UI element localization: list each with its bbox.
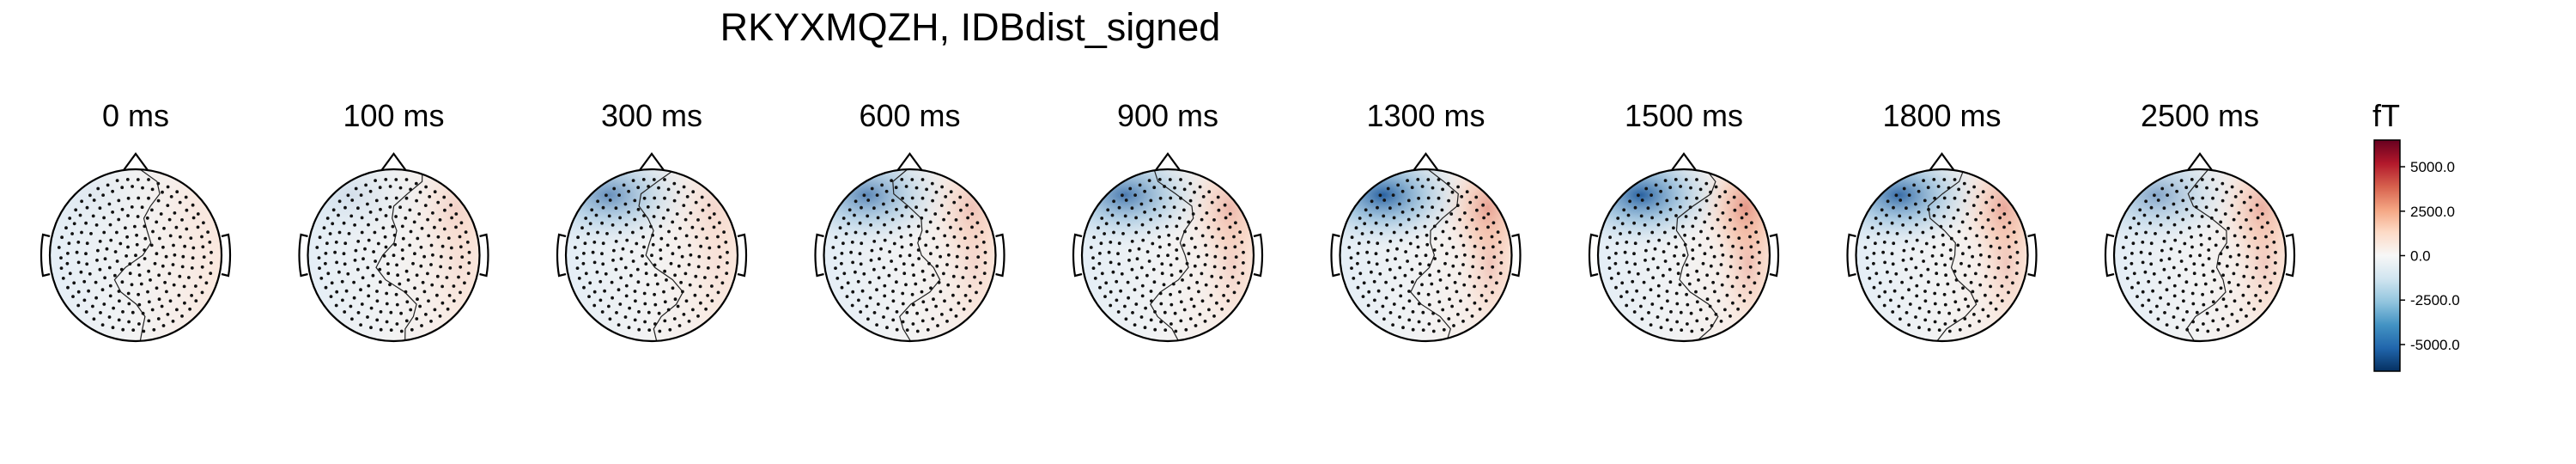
left-ear xyxy=(1072,233,1083,278)
time-label: 2500 ms xyxy=(2141,98,2259,133)
time-label: 300 ms xyxy=(601,98,702,133)
negative-field xyxy=(2114,169,2247,251)
nose xyxy=(1929,152,1955,171)
right-ear xyxy=(221,233,232,278)
topomap-8: 2500 ms xyxy=(2104,98,2296,343)
head-outline xyxy=(823,168,997,343)
time-label: 600 ms xyxy=(859,98,960,133)
negative-field xyxy=(50,169,183,251)
head-outline xyxy=(564,168,739,343)
nose xyxy=(896,152,923,171)
sensor-dots xyxy=(315,178,471,333)
left-ear xyxy=(39,233,51,278)
left-ear xyxy=(556,233,567,278)
positive-field xyxy=(1714,186,1770,341)
sensor-dots xyxy=(1347,178,1504,333)
topomap-5: 1300 ms xyxy=(1330,98,1522,343)
negative-field xyxy=(1082,169,1215,251)
negative-field xyxy=(1340,169,1473,251)
zero-contour xyxy=(1675,169,1719,341)
time-label: 0 ms xyxy=(102,98,169,133)
positive-field xyxy=(939,186,996,341)
right-ear xyxy=(2285,233,2296,278)
head-outline xyxy=(1855,168,2029,343)
time-label: 1800 ms xyxy=(1882,98,2001,133)
left-ear xyxy=(1588,233,1599,278)
right-ear xyxy=(479,233,489,278)
left-ear xyxy=(1846,233,1856,278)
figure-title: RKYXMQZH, IDBdist_signed xyxy=(720,5,1221,49)
topomap-1: 100 ms xyxy=(298,98,489,343)
topomap-0: 0 ms xyxy=(39,98,234,343)
left-ear xyxy=(2104,233,2115,278)
zero-contour xyxy=(892,169,941,341)
time-label: 1500 ms xyxy=(1625,98,1743,133)
right-ear xyxy=(1769,233,1780,278)
colorbar-tick-label: 2500.0 xyxy=(2410,204,2455,220)
sensor-dots xyxy=(57,178,213,333)
colorbar-gradient xyxy=(2373,139,2401,372)
positive-field xyxy=(1455,186,1512,341)
positive-field xyxy=(1971,186,2028,341)
colorbar-unit: fT xyxy=(2372,98,2400,133)
zero-contour xyxy=(2185,169,2227,341)
colorbar-tick-label: -2500.0 xyxy=(2410,292,2460,308)
nose xyxy=(1671,152,1697,171)
nose xyxy=(2187,152,2213,171)
colorbar: fT 5000.0 2500.0 0.0 -2500.0 -5000.0 xyxy=(2372,98,2460,372)
sensor-dots xyxy=(831,178,987,333)
head-outline xyxy=(307,168,481,343)
negative-field xyxy=(307,169,441,251)
topomap-3: 600 ms xyxy=(814,98,1005,343)
nose xyxy=(1413,152,1439,171)
topomap-6: 1500 ms xyxy=(1588,98,1780,343)
sensor-dots xyxy=(1089,178,1245,333)
negative-field xyxy=(566,169,699,251)
left-ear xyxy=(814,233,824,278)
sensor-dots xyxy=(1863,178,2020,333)
head-outline xyxy=(1080,168,1255,343)
positive-field xyxy=(682,186,738,341)
positive-field xyxy=(2230,186,2286,341)
nose xyxy=(639,152,665,171)
time-label: 900 ms xyxy=(1117,98,1218,133)
topomap-4: 900 ms xyxy=(1072,98,1264,343)
sensor-dots xyxy=(1605,178,1761,333)
right-ear xyxy=(2027,233,2038,278)
negative-field xyxy=(1856,169,1990,251)
zero-contour xyxy=(375,169,423,341)
nose xyxy=(1155,152,1181,171)
head-outline xyxy=(1596,168,1771,343)
nose xyxy=(123,152,149,171)
sensor-dots xyxy=(573,178,729,333)
left-ear xyxy=(298,233,308,278)
time-label: 100 ms xyxy=(343,98,444,133)
topomap-2: 300 ms xyxy=(556,98,748,343)
nose xyxy=(380,152,407,171)
colorbar-tick-label: 0.0 xyxy=(2410,248,2431,265)
topomap-row: 0 ms 100 ms 300 ms 600 ms 900 ms 1300 ms 1500 … xyxy=(39,98,2296,343)
right-ear xyxy=(1511,233,1522,278)
head-outline xyxy=(48,168,223,343)
head-outline xyxy=(1339,168,1513,343)
right-ear xyxy=(995,233,1005,278)
negative-field xyxy=(823,169,957,251)
head-outline xyxy=(2112,168,2287,343)
time-label: 1300 ms xyxy=(1366,98,1485,133)
right-ear xyxy=(1253,233,1264,278)
sensor-dots xyxy=(2121,178,2277,333)
positive-field xyxy=(166,186,234,341)
positive-field xyxy=(1198,186,1254,341)
topomap-7: 1800 ms xyxy=(1846,98,2038,343)
zero-contour xyxy=(638,169,684,341)
zero-contour xyxy=(1927,169,1978,341)
colorbar-tick-label: 5000.0 xyxy=(2410,159,2455,175)
positive-field xyxy=(423,186,480,341)
left-ear xyxy=(1330,233,1340,278)
negative-field xyxy=(1598,169,1731,251)
colorbar-tick-label: -5000.0 xyxy=(2410,337,2460,353)
right-ear xyxy=(737,233,748,278)
